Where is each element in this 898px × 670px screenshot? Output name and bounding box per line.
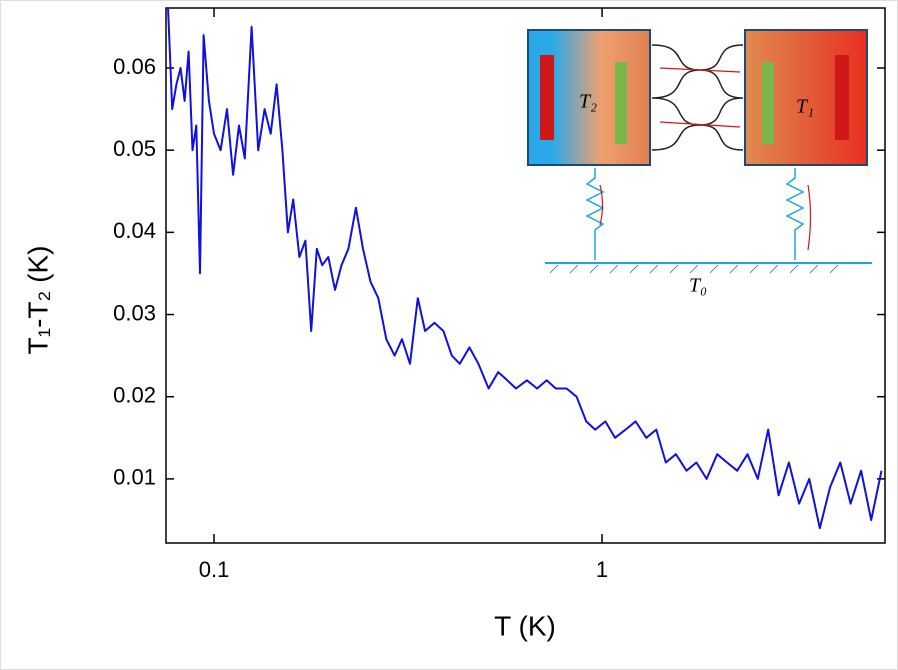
inset-label: T₀ [689, 275, 707, 297]
y-tick-label: 0.05 [113, 136, 156, 161]
x-tick-label: 1 [596, 557, 608, 582]
y-tick-label: 0.02 [113, 383, 156, 408]
inset-label: T₂ [579, 91, 597, 113]
data-line [167, 8, 883, 530]
x-tick-label: 0.1 [199, 557, 230, 582]
inset-diagram: T₂ T₁ T₀ [527, 29, 872, 297]
y-tick-label: 0.01 [113, 465, 156, 490]
plot-frame [165, 7, 886, 544]
inset-label: T₁ [796, 96, 814, 118]
x-axis-label: T (K) [494, 610, 556, 641]
y-tick-label: 0.04 [113, 218, 156, 243]
y-tick-label: 0.03 [113, 300, 156, 325]
y-axis-label: T₁-T₂ (K) [22, 246, 53, 355]
y-tick-label: 0.06 [113, 54, 156, 79]
